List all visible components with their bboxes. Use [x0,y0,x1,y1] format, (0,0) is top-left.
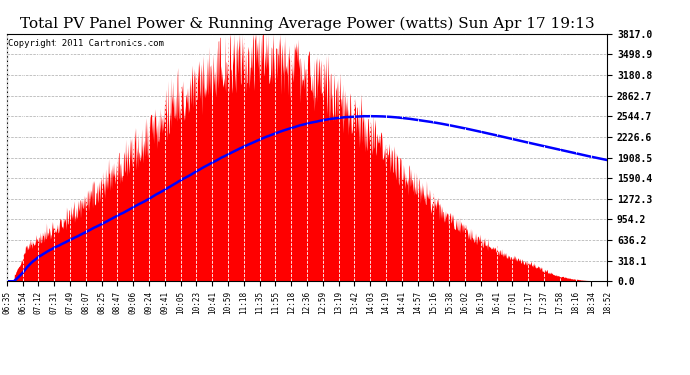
Title: Total PV Panel Power & Running Average Power (watts) Sun Apr 17 19:13: Total PV Panel Power & Running Average P… [20,17,594,31]
Text: Copyright 2011 Cartronics.com: Copyright 2011 Cartronics.com [8,39,164,48]
